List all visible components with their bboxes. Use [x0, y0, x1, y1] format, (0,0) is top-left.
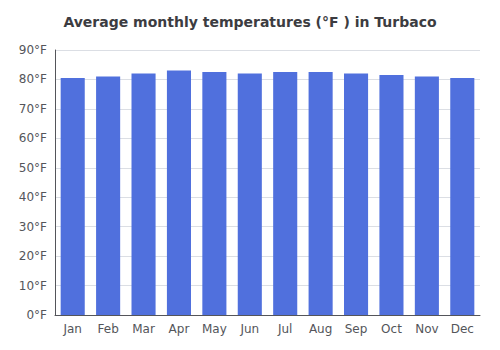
svg-text:80°F: 80°F — [19, 72, 47, 86]
svg-text:20°F: 20°F — [19, 249, 47, 263]
svg-text:Jun: Jun — [239, 322, 259, 336]
svg-text:0°F: 0°F — [26, 308, 47, 322]
svg-text:May: May — [202, 322, 227, 336]
svg-text:90°F: 90°F — [19, 43, 47, 57]
svg-text:Jan: Jan — [62, 322, 82, 336]
svg-text:40°F: 40°F — [19, 190, 47, 204]
svg-text:Apr: Apr — [169, 322, 190, 336]
svg-text:70°F: 70°F — [19, 102, 47, 116]
svg-text:Sep: Sep — [345, 322, 368, 336]
svg-text:10°F: 10°F — [19, 279, 47, 293]
svg-text:30°F: 30°F — [19, 220, 47, 234]
svg-text:Nov: Nov — [415, 322, 438, 336]
svg-text:Dec: Dec — [451, 322, 474, 336]
svg-text:Jul: Jul — [277, 322, 292, 336]
svg-text:50°F: 50°F — [19, 161, 47, 175]
svg-text:Mar: Mar — [132, 322, 155, 336]
svg-text:Average monthly temperatures (: Average monthly temperatures (°F ) in Tu… — [63, 14, 437, 30]
svg-text:60°F: 60°F — [19, 131, 47, 145]
svg-text:Oct: Oct — [381, 322, 402, 336]
svg-text:Feb: Feb — [98, 322, 119, 336]
svg-text:Aug: Aug — [309, 322, 332, 336]
